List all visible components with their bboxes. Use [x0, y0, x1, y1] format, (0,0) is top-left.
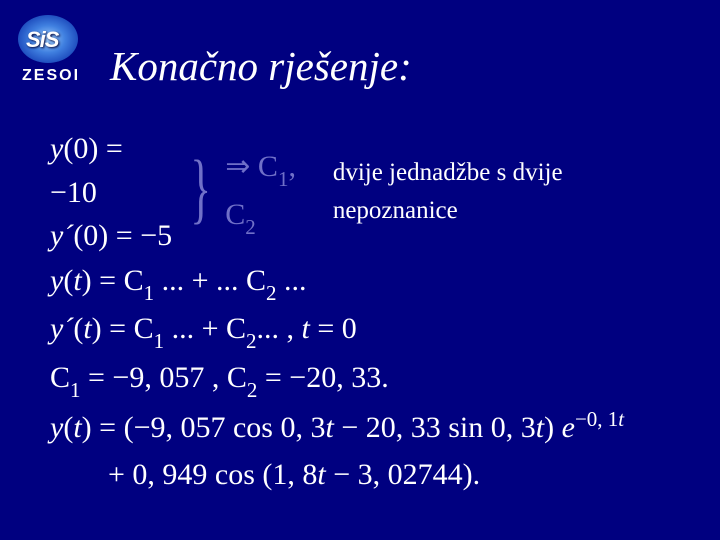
equation-yprime-t: y´(t) = C1 ... + C2... , t = 0: [50, 306, 690, 355]
initial-conditions-group: y(0) = −10 y´(0) = −5 } ⇒ C1, C2 dvije j…: [50, 127, 690, 258]
constants-values: C1 = −9, 057 , C2 = −20, 33.: [50, 355, 690, 404]
cond2-value: = −5: [108, 219, 172, 252]
slide-title: Konačno rješenje:: [110, 42, 412, 90]
slide-content: y(0) = −10 y´(0) = −5 } ⇒ C1, C2 dvije j…: [50, 127, 690, 498]
final-solution-line1: y(t) = (−9, 057 cos 0, 3t − 20, 33 sin 0…: [50, 403, 690, 452]
condition-1: y(0) = −10: [50, 127, 176, 214]
logo-main-text: SiS: [26, 27, 58, 53]
logo-sub-text: ZESOI: [22, 67, 80, 85]
brace-icon: }: [190, 149, 211, 227]
yprime-var: y´: [50, 219, 73, 252]
y-var: y: [50, 132, 63, 165]
logo: SiS ZESOI: [18, 15, 88, 87]
cond1-arg: (0): [63, 132, 98, 165]
cond2-arg: (0): [73, 219, 108, 252]
equation-yt: y(t) = C1 ... + ... C2 ...: [50, 258, 690, 307]
note-text: dvije jednadžbe s dvije nepoznanice: [333, 154, 690, 232]
implication: ⇒ C1, C2: [225, 144, 333, 241]
final-solution-line2: + 0, 949 cos (1, 8t − 3, 02744).: [50, 452, 690, 499]
condition-2: y´(0) = −5: [50, 214, 176, 258]
